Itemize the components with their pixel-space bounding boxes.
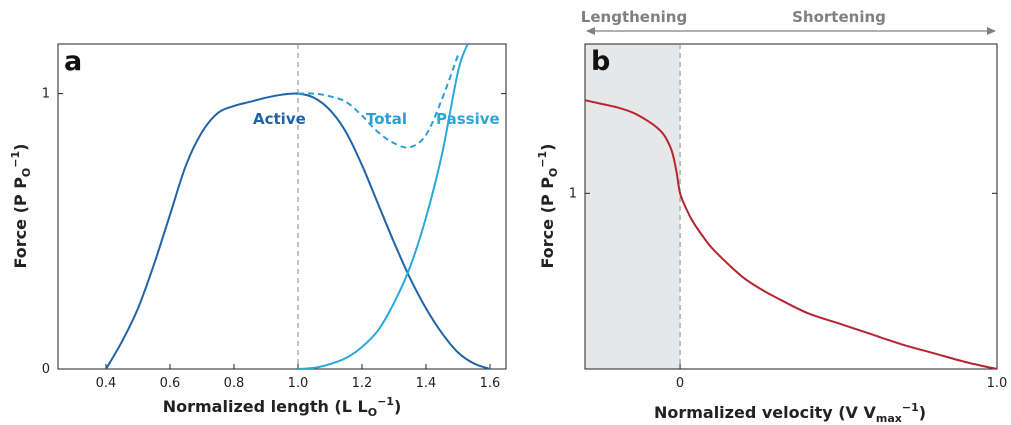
shortening-label: Shortening <box>792 8 886 26</box>
panel-a-x-tick-label-0-8: 0.8 <box>224 376 245 391</box>
panel-b: 0 1.0 1 b Lengthening Shortening Normalize… <box>536 8 1007 425</box>
panel-a-x-tick-label-0-4: 0.4 <box>96 376 117 391</box>
series-label-active: Active <box>253 110 306 128</box>
panel-b-x-tick-label-1-0: 1.0 <box>987 376 1008 391</box>
panel-a-series-passive-line <box>298 44 468 369</box>
panel-b-lengthening-region <box>585 44 680 369</box>
series-label-passive: Passive <box>436 110 500 128</box>
panel-b-x-tick-label-0: 0 <box>676 376 684 391</box>
panel-a-x-tick-label-1-2: 1.2 <box>352 376 373 391</box>
panel-a-plot-frame <box>58 44 506 369</box>
series-label-total: Total <box>366 110 407 128</box>
panel-a-y-tick-label-0: 0 <box>42 362 50 377</box>
panel-b-y-tick-label-1: 1 <box>569 186 577 201</box>
panel-a-x-tick-label-1-4: 1.4 <box>416 376 437 391</box>
panel-a-ticks: 0.4 0.6 0.8 1.0 1.2 1.4 1.6 0 1 <box>42 87 506 391</box>
panel-a-x-tick-label-1-0: 1.0 <box>288 376 309 391</box>
panel-a-x-axis-label: Normalized length (L LO−1) <box>163 395 402 419</box>
lengthening-label: Lengthening <box>581 8 687 26</box>
panel-a-y-axis-label: Force (P PO−1) <box>9 144 33 269</box>
panel-a-series-total-line <box>298 55 458 148</box>
panel-a: 0.4 0.6 0.8 1.0 1.2 1.4 1.6 0 1 a Active Total P… <box>9 44 506 419</box>
panel-a-x-tick-label-1-6: 1.6 <box>480 376 501 391</box>
panel-b-y-axis-label: Force (P PO−1) <box>536 144 560 269</box>
panel-b-x-axis-label: Normalized velocity (V Vmax−1) <box>654 401 926 425</box>
panel-a-letter: a <box>64 46 82 77</box>
panel-a-y-tick-label-1: 1 <box>42 87 50 102</box>
panel-a-x-tick-label-0-6: 0.6 <box>160 376 181 391</box>
panel-b-letter: b <box>591 46 610 77</box>
